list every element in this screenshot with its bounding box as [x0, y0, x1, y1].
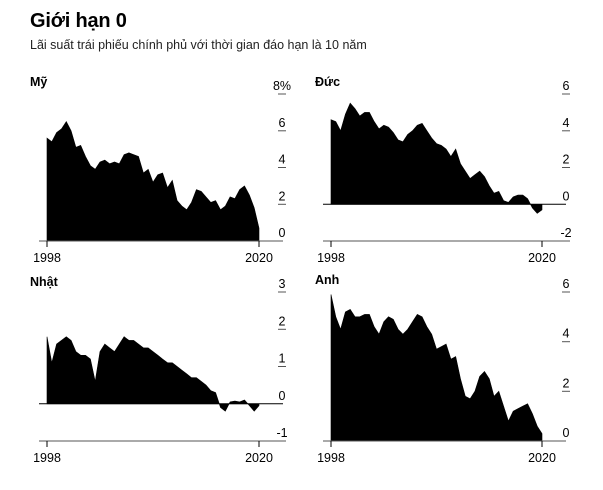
y-tick-label: 0	[563, 189, 570, 203]
series-area	[46, 336, 260, 412]
y-tick-label: 4	[563, 327, 570, 341]
y-tick-label: 8%	[273, 79, 291, 93]
x-tick-label: 2020	[528, 251, 556, 265]
y-tick-label: 4	[279, 153, 286, 167]
y-tick-label: 6	[279, 116, 286, 130]
x-tick-label: 1998	[33, 251, 61, 265]
y-tick-label: 2	[563, 153, 570, 167]
y-tick-label: 6	[563, 79, 570, 93]
panel-3: Nhật -1 0 1 2 3 1998 2020	[30, 275, 288, 465]
panel-title: Anh	[315, 273, 339, 287]
panel-title: Nhật	[30, 275, 59, 289]
x-tick-label: 1998	[317, 451, 345, 465]
y-tick-label: -2	[560, 226, 571, 240]
x-tick-label: 1998	[33, 451, 61, 465]
x-tick-label: 2020	[528, 451, 556, 465]
y-tick-label: 4	[563, 116, 570, 130]
y-tick-label: 0	[279, 389, 286, 403]
y-tick-label: 6	[563, 277, 570, 291]
panel-4: Anh 0 2 4 6 1998 2020	[315, 273, 570, 465]
series-area	[46, 121, 260, 242]
y-tick-label: 2	[279, 189, 286, 203]
y-tick-label: 0	[279, 226, 286, 240]
x-tick-label: 2020	[245, 451, 273, 465]
y-tick-label: 2	[279, 314, 286, 328]
y-tick-label: 3	[279, 277, 286, 291]
panel-2: Đức -2 0 2 4 6 1998 2020	[315, 75, 572, 265]
y-tick-label: -1	[276, 426, 287, 440]
y-tick-label: 0	[563, 426, 570, 440]
y-tick-label: 2	[563, 376, 570, 390]
x-tick-label: 2020	[245, 251, 273, 265]
series-area	[330, 294, 543, 442]
panel-1: Mỹ 0 2 4 6 8% 1998 2020	[30, 75, 291, 265]
page-subtitle: Lãi suất trái phiếu chính phủ với thời g…	[30, 38, 367, 52]
x-tick-label: 1998	[317, 251, 345, 265]
series-area	[330, 102, 543, 214]
panel-title: Mỹ	[30, 75, 47, 89]
panel-title: Đức	[315, 75, 340, 89]
page-title: Giới hạn 0	[30, 10, 127, 32]
y-tick-label: 1	[279, 352, 286, 366]
